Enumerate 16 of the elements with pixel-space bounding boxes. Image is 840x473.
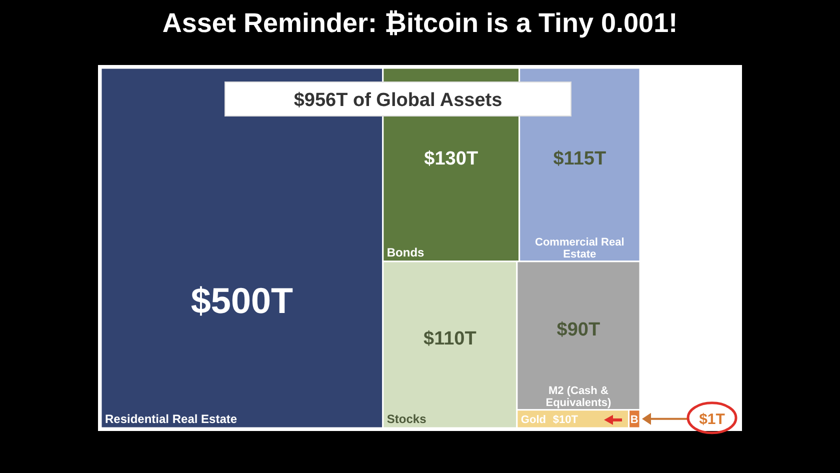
data-label: $10T [552, 414, 578, 426]
category-label: Residential Real Estate [105, 412, 238, 426]
category-label: Stocks [386, 412, 427, 426]
category-label: Commercial Real Estate [535, 236, 624, 260]
data-label: $90T [556, 320, 601, 341]
data-label: $115T [553, 148, 606, 170]
category-label: B [630, 414, 638, 426]
data-label: $110T [424, 328, 477, 350]
data-label: $1T [699, 410, 725, 428]
text: Asset Reminder: ₿itcoin is a Tiny 0.001! [162, 8, 678, 38]
data-label: $500T [190, 280, 293, 321]
text: $956T of Global Assets [294, 90, 502, 111]
category-label: Gold [520, 414, 546, 426]
data-label: $130T [424, 148, 478, 170]
category-label: Bonds [386, 245, 425, 260]
category-label: M2 (Cash & Equivalents) [546, 384, 612, 409]
